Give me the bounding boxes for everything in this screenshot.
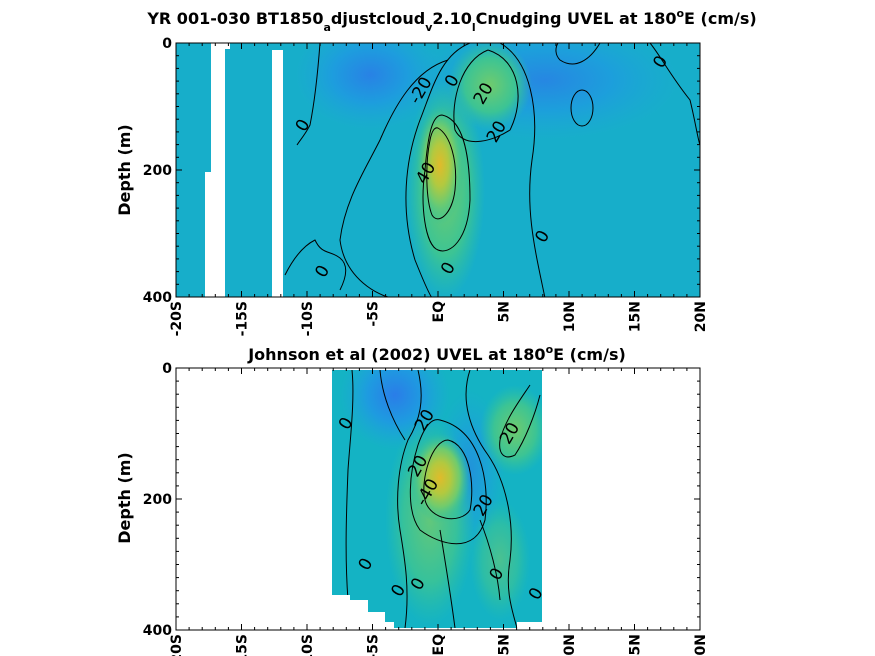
panel-2-green-east bbox=[480, 385, 542, 475]
panel-2-ytick-label: 400 bbox=[143, 623, 172, 639]
panel-1-contour-0-east bbox=[499, 43, 546, 297]
panel-1-contour-0-surface bbox=[555, 43, 601, 65]
panel-1-xtick-label: -5S bbox=[366, 301, 382, 327]
panel-2-contour-20-east bbox=[499, 384, 541, 458]
panel-2-xtick-label: -10S bbox=[300, 634, 316, 656]
panel-1-contour-0-west bbox=[296, 43, 321, 146]
panel-2-contour-40 bbox=[423, 439, 473, 520]
panel-1-xtick-label: -15S bbox=[235, 301, 251, 336]
panel-1-ylabel: Depth (m) bbox=[115, 124, 134, 216]
panel-2-title: Johnson et al (2002) UVEL at 180oE (cm/s… bbox=[247, 343, 626, 364]
panel-2-xtick-label: -15S bbox=[235, 634, 251, 656]
panel-1-ytick-label: 200 bbox=[143, 163, 172, 179]
panel-2-contour-0-core bbox=[439, 529, 456, 628]
panel-1-contour-0-deep bbox=[284, 239, 347, 291]
panel-1-contour-0-far-east bbox=[649, 43, 700, 146]
panel-2-contour-0-far-west bbox=[345, 370, 354, 601]
panel-2-xtick-label: -20S bbox=[169, 634, 185, 656]
panel-1-contour-0-mid bbox=[405, 43, 471, 297]
panel-2-contour-0-east bbox=[465, 370, 518, 628]
panel-1-gap-1 bbox=[211, 43, 225, 297]
panel-1-xtick-label: 15N bbox=[628, 301, 644, 332]
panel-2-xtick-label: 15N bbox=[628, 634, 644, 656]
panel-2-xtick-label: 5N bbox=[497, 634, 513, 655]
panel-1-xtick-label: 5N bbox=[497, 301, 513, 322]
panel-2-xtick-label: 10N bbox=[562, 634, 578, 656]
panel-2-contour-20 bbox=[409, 419, 487, 545]
panel-1-title: YR 001-030 BT1850adjustcloudv2.10lCnudgi… bbox=[146, 7, 756, 34]
panel-2-ylabel: Depth (m) bbox=[115, 452, 134, 544]
panel-1-ytick-label: 400 bbox=[143, 290, 172, 306]
panel-1-contour-minus20-east bbox=[570, 89, 594, 127]
panel-2-contours bbox=[345, 370, 541, 628]
panel-2-contour-0-east-deep bbox=[479, 519, 501, 601]
panel-1-gap-2 bbox=[272, 50, 283, 297]
panel-2-xtick-label: EQ bbox=[431, 634, 447, 656]
panel-1-xtick-label: -20S bbox=[169, 301, 185, 336]
panel-1-contours bbox=[284, 43, 700, 297]
panel-1-xtick-label: 20N bbox=[693, 301, 709, 332]
panel-1-contour-20-deep bbox=[422, 114, 471, 252]
panel-1-field bbox=[176, 43, 700, 297]
panel-1-ytick-label: 0 bbox=[162, 36, 172, 52]
panel-2-contour-minus20 bbox=[379, 370, 406, 441]
panel-2-ytick-label: 0 bbox=[162, 361, 172, 377]
panel-2-xtick-label: 20N bbox=[693, 634, 709, 656]
panel-1-contour-40 bbox=[426, 127, 457, 220]
panel-1-xtick-label: EQ bbox=[431, 301, 447, 323]
panel-1-xtick-label: -10S bbox=[300, 301, 316, 336]
panel-2-ytick-label: 200 bbox=[143, 492, 172, 508]
panel-1-ticks: -20S -15S -10S -5S EQ 5N 10N 15N 20N 0 200 400 bbox=[143, 36, 709, 336]
panel-1-xtick-label: 10N bbox=[562, 301, 578, 332]
panel-2-xtick-label: -5S bbox=[366, 634, 382, 656]
panel-2-green-deep bbox=[470, 500, 530, 620]
panel-1-gap-1-lower bbox=[205, 172, 213, 297]
panel-2-contour-0-west bbox=[397, 370, 422, 628]
panel-1-blue-region-west bbox=[295, 43, 445, 130]
panel-1-contour-20-upper bbox=[453, 49, 519, 143]
panel-2-ticks: -20S -15S -10S -5S EQ 5N 10N 15N 20N 0 200 400 bbox=[143, 361, 709, 656]
panel-1-contour-minus20 bbox=[339, 59, 449, 297]
panel-1-gap-notch bbox=[225, 43, 230, 49]
